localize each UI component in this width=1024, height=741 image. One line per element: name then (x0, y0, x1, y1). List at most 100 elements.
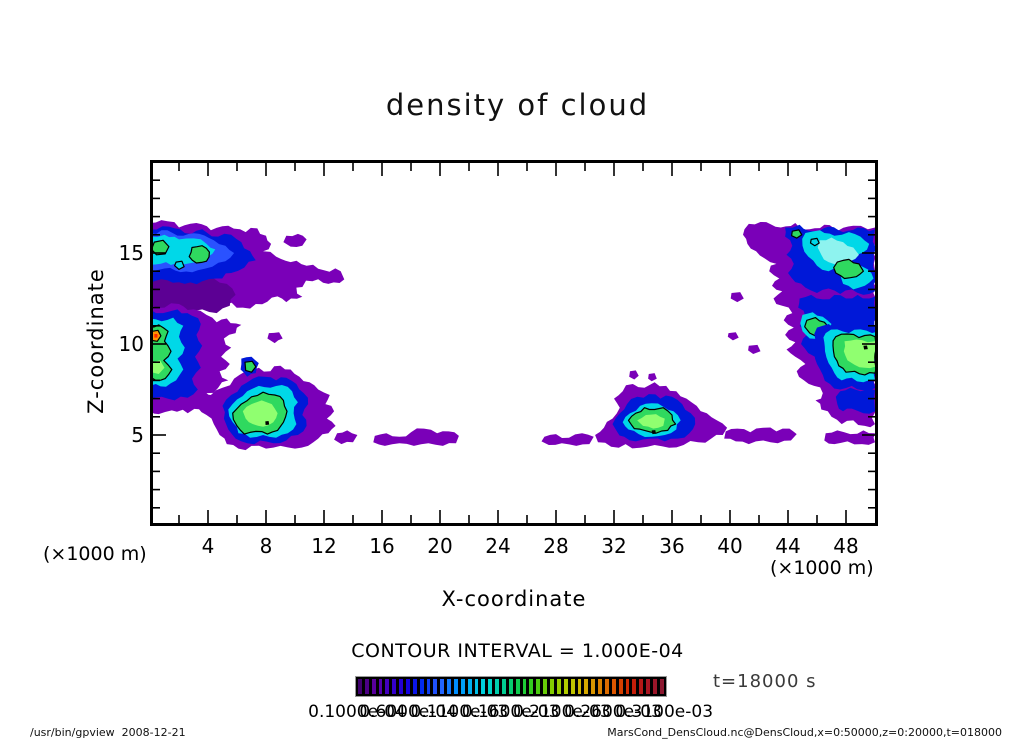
colorbar-stripe (659, 679, 664, 694)
page-title: density of cloud (385, 88, 650, 122)
colorbar-stripe (412, 679, 417, 694)
colorbar-stripe (454, 679, 458, 694)
colorbar-stripe (591, 679, 596, 694)
x-tick-label: 40 (717, 534, 743, 558)
x-tick-label: 4 (201, 534, 215, 558)
colorbar-level-label: 0.3100e-03 (615, 702, 714, 722)
z-tick-label: 15 (118, 241, 144, 265)
colorbar-stripe (488, 679, 493, 694)
x-axis-title: X-coordinate (441, 587, 587, 611)
x-tick-label: 28 (543, 534, 569, 558)
colorbar-stripe (604, 679, 609, 694)
cloud-blob (730, 292, 744, 303)
cloud-blob (175, 261, 185, 269)
x-tick-label: 48 (833, 534, 859, 558)
colorbar-level-label: 0.1100e-03 (410, 702, 509, 722)
time-annotation: t=18000 s (713, 671, 817, 692)
cloud-blob (648, 373, 657, 382)
colorbar-stripe (515, 679, 520, 694)
cloud-blob (651, 430, 656, 435)
x-tick-label: 20 (427, 534, 453, 558)
colorbar-stripe (611, 679, 616, 694)
colorbar-stripe (529, 679, 534, 694)
colorbar-stripe (563, 679, 568, 694)
colorbar-stripe (433, 679, 438, 694)
colorbar-stripe (447, 679, 452, 694)
colorbar-stripe (646, 679, 650, 694)
plot-frame (150, 160, 878, 526)
colorbar-stripe (426, 679, 431, 694)
colorbar-stripe (467, 679, 472, 694)
colorbar-stripe (495, 679, 500, 694)
colorbar-level-label: 0.1000e-04 (308, 702, 406, 722)
cloud-blob (629, 370, 639, 380)
colorbar-stripe (358, 679, 362, 694)
x-tick-label: 8 (259, 534, 273, 558)
x-tick-label: 16 (369, 534, 395, 558)
colorbar-stripe (392, 679, 397, 694)
cloud-blob (267, 332, 283, 344)
colorbar-stripe (378, 679, 383, 694)
cloud-blob (245, 361, 256, 372)
colorbar-level-label: 0.6000e-04 (359, 702, 458, 722)
colorbar-stripe (632, 679, 637, 694)
z-tick-label: 5 (131, 423, 144, 447)
cloud-blob (811, 238, 820, 245)
cloud-blob (283, 233, 307, 247)
colorbar-stripe (406, 679, 410, 694)
colorbar-stripe (598, 679, 602, 694)
colorbar-stripe (502, 679, 506, 694)
cloud-blob (863, 345, 868, 350)
colorbar-stripe (584, 679, 589, 694)
cloud-blob (334, 430, 358, 445)
colorbar-labels: 0.1000e-04 0.6000e-04 0.1100e-03 0.1600e-03… (0, 702, 1024, 722)
x-tick-label: 12 (311, 534, 337, 558)
contour-plot (150, 160, 878, 526)
cloud-blob (792, 230, 802, 238)
cloud-blob (727, 332, 739, 341)
colorbar-level-label: 0.2600e-03 (564, 702, 662, 722)
z-axis-unit: (×1000 m) (43, 543, 147, 565)
colorbar-stripe (419, 679, 424, 694)
colorbar-level-label: 0.2100e-03 (512, 702, 611, 722)
colorbar-stripe (625, 679, 630, 694)
cloud-blob (834, 259, 864, 278)
cloud-blob (824, 430, 875, 445)
colorbar-stripe (570, 679, 575, 694)
footer-dataset: MarsCond_DensCloud.nc@DensCloud,x=0:5000… (607, 726, 1002, 739)
colorbar-stripe (474, 679, 479, 694)
cloud-blob (541, 433, 594, 446)
contour-interval-note: CONTOUR INTERVAL = 1.000E-04 (351, 640, 684, 662)
colorbar-stripe (543, 679, 548, 694)
colorbar-stripe (618, 679, 623, 694)
colorbar-stripe (399, 679, 404, 694)
colorbar-stripe (460, 679, 465, 694)
colorbar (355, 676, 667, 697)
cloud-blob (748, 344, 761, 354)
colorbar-stripe (536, 679, 541, 694)
colorbar-stripe (440, 679, 445, 694)
cloud-blob (373, 428, 459, 446)
colorbar-stripe (652, 679, 657, 694)
colorbar-stripe (577, 679, 582, 694)
colorbar-stripe (371, 679, 376, 694)
cloud-blob (817, 237, 859, 266)
colorbar-stripe (556, 679, 561, 694)
cloud-blob (843, 339, 876, 369)
cloud-blob (154, 334, 158, 338)
colorbar-level-label: 0.1600e-03 (461, 702, 560, 722)
colorbar-stripe (550, 679, 554, 694)
x-tick-label: 36 (659, 534, 685, 558)
cloud-blob (242, 400, 278, 427)
cloud-blob (150, 360, 165, 374)
colorbar-stripe (385, 679, 390, 694)
cloud-blob (637, 414, 665, 429)
x-tick-label: 44 (775, 534, 801, 558)
cloud-blob (265, 421, 270, 425)
colorbar-stripe (639, 679, 644, 694)
footer-command: /usr/bin/gpview 2008-12-21 (30, 726, 186, 739)
cloud-blob (835, 387, 875, 414)
x-axis-unit: (×1000 m) (770, 557, 874, 579)
x-tick-label: 24 (485, 534, 511, 558)
